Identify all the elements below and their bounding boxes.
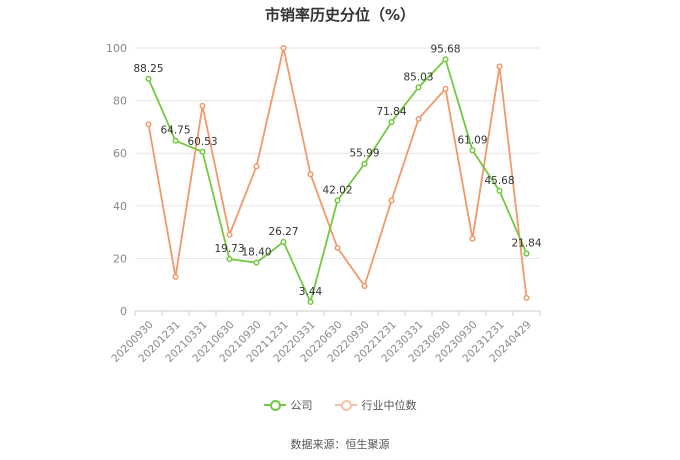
series-1-point[interactable] [253, 163, 260, 170]
series-0-point[interactable] [253, 259, 260, 266]
series-1-point[interactable] [307, 171, 314, 178]
series-1-point[interactable] [388, 197, 395, 204]
y-tick-label: 40 [113, 200, 127, 213]
data-label: 42.02 [322, 184, 352, 196]
series-line-1 [147, 47, 528, 298]
data-label: 45.68 [484, 175, 514, 187]
legend-swatch-industry-median [334, 400, 357, 411]
legend-swatch-company [263, 400, 286, 411]
series-0-point[interactable] [469, 147, 476, 154]
series-0-point[interactable] [280, 238, 287, 245]
chart-title: 市销率历史分位（%） [264, 6, 416, 24]
series-1-point[interactable] [280, 44, 287, 52]
y-tick-label: 60 [113, 147, 127, 160]
series-0-point[interactable] [496, 187, 503, 194]
series-1-point[interactable] [172, 273, 179, 280]
y-tick-label: 80 [113, 95, 127, 108]
series-1-point[interactable] [145, 121, 152, 128]
data-label: 19.73 [214, 243, 244, 255]
data-label: 95.68 [430, 43, 460, 55]
series-0-point[interactable] [388, 119, 395, 126]
data-label: 55.99 [349, 148, 379, 160]
axis-layer: 0204060801002020093020201231202103312021… [106, 42, 541, 365]
series-1-point[interactable] [334, 244, 341, 251]
y-tick-label: 0 [120, 305, 127, 318]
series-layer [145, 44, 530, 306]
data-label: 71.84 [376, 106, 406, 118]
series-0-point[interactable] [334, 197, 341, 204]
series-1-point[interactable] [469, 235, 476, 242]
series-1-point[interactable] [199, 102, 206, 109]
legend-item-industry-median[interactable]: 行业中位数 [334, 397, 417, 413]
data-label: 21.84 [511, 238, 541, 250]
series-0-point[interactable] [361, 160, 368, 167]
legend-label-company: 公司 [290, 399, 313, 412]
data-label: 88.25 [133, 63, 163, 75]
series-1-point[interactable] [226, 231, 233, 238]
y-tick-label: 100 [106, 42, 127, 55]
series-line-0 [147, 58, 528, 303]
data-label: 61.09 [457, 134, 487, 146]
series-1-point[interactable] [496, 63, 503, 70]
series-0-point[interactable] [145, 75, 152, 82]
data-label: 26.27 [268, 226, 298, 238]
data-label: 64.75 [160, 125, 190, 137]
source-note: 数据来源：恒生聚源 [290, 438, 390, 451]
data-label: 3.44 [299, 286, 323, 298]
data-label: 85.03 [403, 71, 433, 83]
series-0-point[interactable] [307, 298, 314, 306]
y-tick-label: 20 [113, 252, 127, 265]
series-1-point[interactable] [361, 282, 368, 290]
series-1-point[interactable] [442, 85, 449, 92]
series-0-point[interactable] [523, 250, 530, 257]
data-label: 18.40 [241, 247, 271, 259]
series-0-point[interactable] [226, 256, 233, 263]
series-0-point[interactable] [415, 84, 422, 91]
series-1-point[interactable] [415, 115, 422, 123]
legend-item-company[interactable]: 公司 [263, 397, 313, 413]
data-label: 60.53 [187, 136, 217, 148]
series-0-point[interactable] [442, 56, 449, 63]
legend-label-industry-median: 行业中位数 [361, 399, 417, 412]
legend: 公司 行业中位数 [0, 397, 680, 413]
series-0-point[interactable] [199, 148, 206, 155]
series-1-point[interactable] [523, 294, 530, 301]
series-0-point[interactable] [172, 137, 179, 144]
